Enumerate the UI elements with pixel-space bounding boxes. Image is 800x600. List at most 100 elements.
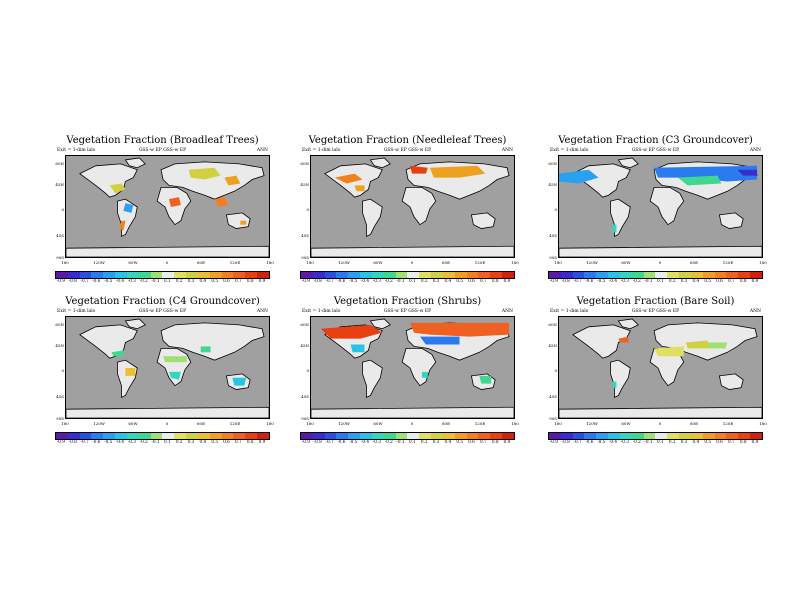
colorbar-swatch	[596, 433, 609, 439]
x-tick-label: 180	[61, 260, 69, 265]
colorbar-label: -0.9	[301, 278, 310, 283]
colorbar-label: -0.5	[597, 278, 606, 283]
colorbar-swatch	[245, 272, 258, 278]
continent-shape	[362, 198, 383, 238]
colorbar-label: -0.2	[139, 278, 148, 283]
y-tick-label: 45N	[300, 343, 309, 348]
colorbar-swatch	[454, 433, 467, 439]
colorbar-label: 0.8	[739, 278, 747, 283]
colorbar-swatch	[336, 433, 349, 439]
panel-subtitle-left: Exit = 1-dim lalo	[302, 309, 341, 314]
colorbar-swatch	[702, 272, 715, 278]
colorbar-label: -0.2	[632, 439, 641, 444]
continent-shape	[156, 347, 192, 387]
panel-subtitle-left: Exit = 1-dim lalo	[57, 148, 96, 153]
y-tick-label: 60N	[548, 322, 557, 327]
colorbar-swatch	[150, 272, 163, 278]
colorbar-label: -0.8	[561, 439, 570, 444]
colorbar-swatch	[383, 272, 396, 278]
x-tick-label: 180	[554, 260, 562, 265]
colorbar-label: -0.7	[573, 278, 582, 283]
colorbar-swatch	[549, 433, 561, 439]
colorbar-swatch	[679, 433, 691, 439]
colorbar-swatch	[714, 272, 727, 278]
colorbar-label: 0.9	[503, 278, 511, 283]
colorbar-label: 0.5	[456, 439, 464, 444]
colorbar-swatch	[572, 272, 585, 278]
colorbar-label: -0.9	[56, 439, 65, 444]
colorbar-label: 0.1	[164, 439, 171, 444]
colorbar-swatch	[186, 433, 198, 439]
colorbar-swatch	[324, 272, 337, 278]
colorbar-swatch	[91, 433, 104, 439]
x-tick-label: 120W	[338, 421, 350, 426]
vegetation-patch	[612, 224, 617, 233]
colorbar-swatch	[442, 272, 455, 278]
colorbar: -0.9 -0.8 -0.7 -0.6 -0.5 -0.4 -0.3 -0.2 -0.1 0.1 0…	[300, 271, 515, 285]
y-tick-label: 90S	[549, 416, 557, 421]
colorbar-swatch	[324, 433, 337, 439]
colorbar-label: -0.6	[337, 278, 346, 283]
colorbar-label: -0.8	[68, 439, 77, 444]
continent-shape	[610, 359, 631, 399]
x-tick-label: 180	[511, 260, 519, 265]
y-tick-label: 45S	[301, 394, 309, 399]
colorbar-label: -0.5	[349, 278, 358, 283]
continent-shape	[124, 318, 146, 330]
vegetation-patch	[119, 220, 126, 231]
colorbar-label: -0.5	[104, 278, 113, 283]
y-tick-label: 0	[61, 207, 64, 212]
y-tick-label: 60N	[300, 322, 309, 327]
x-tick-label: 180	[759, 421, 767, 426]
colorbar-label: 0.4	[199, 439, 207, 444]
colorbar-label: 0.5	[211, 439, 219, 444]
colorbar-label: 0.2	[668, 439, 676, 444]
y-tick-label: 90S	[56, 416, 64, 421]
colorbar-label: -0.7	[80, 439, 89, 444]
y-tick-label: 90S	[549, 255, 557, 260]
continent-shape	[401, 186, 437, 226]
map-area	[310, 155, 515, 258]
panel-title: Vegetation Fraction (Needleleaf Trees)	[308, 135, 507, 146]
map-svg	[559, 318, 762, 418]
colorbar-swatch	[312, 272, 325, 278]
colorbar-swatch	[619, 272, 632, 278]
colorbar-label: -0.3	[127, 278, 136, 283]
colorbar-swatch	[383, 433, 396, 439]
panel-title: Vegetation Fraction (Bare Soil)	[576, 296, 735, 307]
vegetation-patch	[163, 356, 187, 363]
panel-subtitle-middle: GSS-w EP GSS-w EP	[138, 309, 187, 314]
y-tick-label: 45S	[56, 233, 64, 238]
colorbar-label: -0.9	[549, 439, 558, 444]
colorbar-swatch	[490, 272, 503, 278]
colorbar-swatch	[197, 433, 210, 439]
colorbar-swatch	[138, 272, 151, 278]
vegetation-patch	[125, 367, 136, 376]
x-tick-label: 60W	[621, 260, 631, 265]
vegetation-patch	[109, 183, 126, 194]
y-tick-label: 90S	[56, 255, 64, 260]
colorbar-swatch	[690, 272, 703, 278]
map-panel: Vegetation Fraction (C4 Groundcover) Exit…	[55, 296, 274, 451]
colorbar-label: -0.3	[372, 278, 381, 283]
vegetation-patch	[429, 165, 486, 178]
colorbar-label: 0.2	[420, 439, 428, 444]
colorbar-swatch	[103, 433, 116, 439]
colorbar-label: -0.1	[151, 439, 160, 444]
colorbar: -0.9 -0.8 -0.7 -0.6 -0.5 -0.4 -0.3 -0.2 -0.1 0.1 0…	[548, 271, 763, 285]
panel-title: Vegetation Fraction (C4 Groundcover)	[65, 296, 260, 307]
x-tick-label: 0	[658, 421, 662, 426]
x-tick-label: 0	[165, 260, 169, 265]
colorbar-label: 0.8	[246, 278, 254, 283]
map-svg	[311, 318, 514, 418]
x-tick-label: 120W	[338, 260, 350, 265]
colorbar-label: 0.7	[728, 278, 735, 283]
x-tick-label: 60W	[373, 421, 383, 426]
panel-subtitle-middle: GSS-w EP GSS-w EP	[383, 148, 432, 153]
colorbar-label: 0.7	[480, 439, 487, 444]
vegetation-patch	[654, 165, 758, 182]
colorbar-label: 0.4	[199, 278, 207, 283]
colorbar-label: 0.7	[235, 278, 242, 283]
x-tick-label: 120E	[474, 421, 486, 426]
colorbar-label: 0.6	[716, 278, 723, 283]
